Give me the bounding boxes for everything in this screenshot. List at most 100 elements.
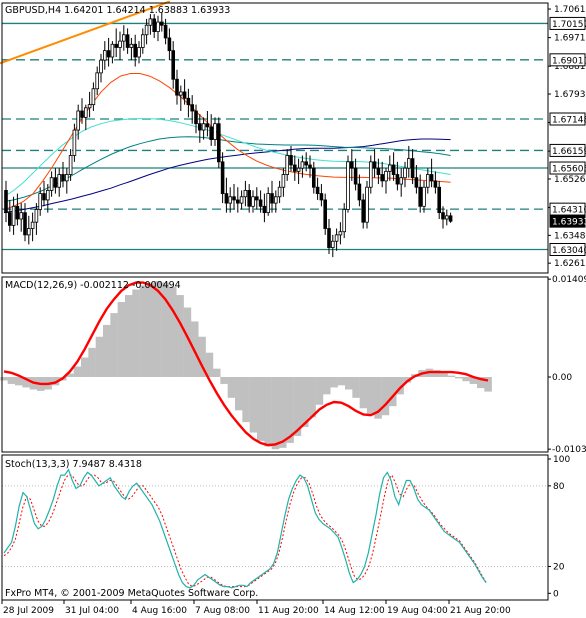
- candle: [201, 117, 206, 140]
- price-level-label: 1.65605: [549, 161, 586, 175]
- candle: [330, 234, 335, 258]
- stochastic-main-line: [3, 468, 487, 589]
- candle: [243, 180, 248, 207]
- candle: [289, 145, 293, 172]
- candle: [186, 88, 191, 118]
- candle: [152, 14, 157, 38]
- price-axis-tick-label: 1.68810: [554, 62, 586, 72]
- candle: [205, 111, 210, 137]
- price-axis-tick-label: 1.63485: [554, 231, 586, 241]
- macd-histogram-bar: [330, 377, 338, 388]
- macd-histogram-bar: [0, 377, 8, 381]
- time-axis-tick-label: 14 Aug 12:00: [324, 606, 385, 616]
- stochastic-pane: Stoch(13,3,3) 7.9487 8.4318 FxPro MT4, ©…: [1, 454, 570, 601]
- candle: [277, 180, 282, 204]
- candle: [194, 104, 198, 134]
- macd-histogram-bar: [95, 336, 104, 377]
- price-axis-tick-label: 1.67935: [554, 90, 586, 100]
- macd-histogram-bar: [440, 372, 448, 377]
- candle: [216, 117, 221, 169]
- candle: [357, 174, 362, 207]
- candle: [391, 152, 396, 181]
- price-level-label: 1.66159: [549, 143, 586, 157]
- candle: [422, 180, 426, 213]
- candle: [228, 187, 233, 213]
- macd-histogram-bar: [117, 302, 126, 377]
- svg-text:1.63040: 1.63040: [552, 246, 586, 256]
- moving-average-line: [3, 138, 451, 214]
- stochastic-pane-title: Stoch(13,3,3) 7.9487 8.4318: [5, 459, 142, 470]
- macd-histogram-bar: [183, 307, 192, 377]
- stochastic-axis-tick-label: 80: [553, 482, 565, 492]
- macd-histogram-bar: [103, 324, 111, 377]
- macd-histogram-bar: [257, 377, 265, 441]
- candle: [281, 168, 286, 197]
- candle: [182, 79, 187, 105]
- time-axis-tick-label: 7 Aug 08:00: [195, 606, 250, 616]
- candle: [232, 184, 236, 210]
- macd-histogram-bar: [308, 377, 316, 418]
- candle: [448, 212, 453, 223]
- macd-histogram-bar: [447, 375, 456, 377]
- macd-pane: MACD(12,26,9) -0.002112 -0.000494 0.0140…: [0, 275, 586, 455]
- macd-histogram-bar: [220, 377, 228, 384]
- candle: [239, 190, 244, 210]
- price-pane-title: GBPUSD,H4 1.64201 1.64214 1.63883 1.6393…: [5, 5, 230, 16]
- macd-histogram-bar: [389, 377, 397, 407]
- candle: [418, 174, 422, 213]
- candle: [38, 187, 42, 216]
- stochastic-axis-tick-label: 20: [553, 562, 565, 572]
- svg-text:1.65605: 1.65605: [552, 165, 586, 175]
- candle: [122, 25, 126, 51]
- candle: [327, 219, 331, 254]
- candle: [91, 82, 96, 111]
- macd-axis-tick-label: 0.01409: [552, 275, 586, 285]
- candle: [266, 187, 270, 216]
- candle: [425, 168, 430, 194]
- macd-histogram-bar: [22, 377, 30, 388]
- candle: [53, 168, 58, 194]
- candle: [304, 152, 308, 172]
- candle: [125, 28, 130, 54]
- macd-histogram-bar: [301, 377, 309, 427]
- stochastic-axis-tick-label: 0: [553, 589, 559, 599]
- macd-histogram-bar: [73, 366, 82, 377]
- candle: [57, 168, 61, 197]
- macd-histogram-bar: [315, 377, 324, 405]
- macd-axis-tick-label: 0.00: [552, 373, 572, 383]
- macd-histogram-bar: [176, 295, 184, 377]
- candle: [395, 161, 400, 191]
- stochastic-axis-tick-label: 100: [553, 455, 570, 465]
- stochastic-signal-line: [3, 474, 487, 588]
- macd-histogram-bar: [81, 357, 89, 377]
- candle: [353, 158, 358, 191]
- macd-pane-border: [1, 276, 549, 453]
- candle: [19, 203, 23, 232]
- candle: [68, 149, 73, 181]
- candle: [349, 149, 354, 181]
- candle: [178, 85, 183, 111]
- macd-histogram-bar: [264, 377, 272, 447]
- candle: [144, 18, 149, 45]
- macd-histogram-bar: [367, 377, 375, 416]
- time-axis-tick-label: 21 Aug 20:00: [450, 606, 511, 616]
- macd-histogram-bar: [323, 377, 331, 395]
- candle: [114, 28, 119, 57]
- candle: [372, 149, 377, 178]
- macd-histogram-bar: [235, 377, 243, 411]
- candle: [11, 196, 16, 235]
- candle: [262, 193, 267, 223]
- candle: [300, 155, 305, 178]
- candle: [72, 123, 77, 162]
- candle: [133, 34, 138, 67]
- candle: [334, 228, 339, 251]
- candle: [190, 95, 195, 124]
- price-level-label: 1.63040: [549, 242, 586, 256]
- candle: [171, 41, 176, 89]
- price-axis-tick-label: 1.62610: [554, 259, 586, 269]
- candle: [46, 184, 50, 213]
- candle: [444, 209, 449, 226]
- candle: [65, 168, 69, 194]
- candle: [441, 206, 445, 229]
